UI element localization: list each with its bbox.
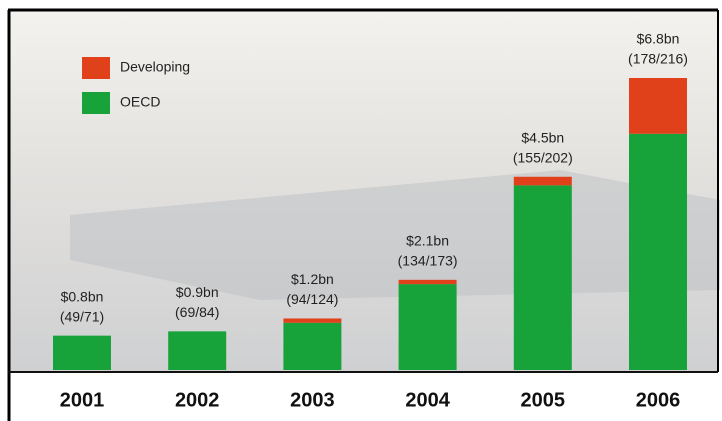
bar-segment [398,279,457,285]
legend-swatch [82,92,110,114]
bar-segment [283,318,342,323]
bar-segment [513,185,572,370]
bar-label: $2.1bn [406,233,449,249]
bar-segment [283,322,342,370]
bar-segment [168,331,227,370]
footer-band [8,372,718,421]
x-tick-label: 2002 [175,389,220,411]
bar-sublabel: (94/124) [286,291,338,307]
legend-label: Developing [120,59,190,75]
bar-label: $0.9bn [176,284,219,300]
bar-sublabel: (155/202) [513,149,573,165]
bar-label: $1.2bn [291,271,334,287]
x-tick-label: 2004 [405,389,450,411]
bar-segment [629,133,687,370]
bar-sublabel: (49/71) [60,308,104,324]
legend-swatch [82,57,110,79]
bar-segment [629,78,687,134]
bar-sublabel: (69/84) [175,304,219,320]
bar-sublabel: (178/216) [628,51,688,67]
background [8,10,718,372]
bar-label: $6.8bn [637,31,680,47]
x-tick-label: 2006 [636,389,681,411]
x-tick-label: 2005 [521,389,566,411]
bar-label: $0.8bn [61,288,104,304]
x-tick-label: 2003 [290,389,335,411]
bar-segment [53,335,111,370]
bar-sublabel: (134/173) [398,253,458,269]
x-tick-label: 2001 [60,389,105,411]
bar-segment [513,176,572,186]
legend-label: OECD [120,94,160,110]
bar-label: $4.5bn [521,129,564,145]
bar-segment [398,284,457,370]
